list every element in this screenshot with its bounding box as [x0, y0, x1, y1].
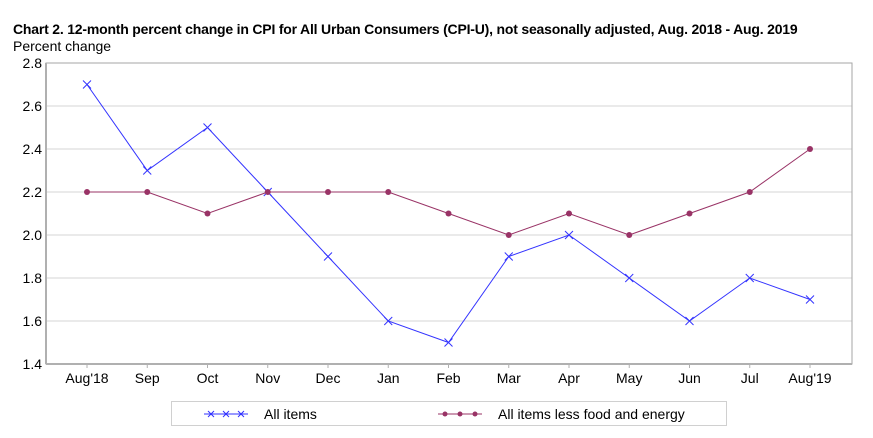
legend: All items All items less food and energy	[171, 401, 727, 426]
y-tick-label: 2.2	[23, 184, 43, 200]
data-point	[685, 316, 694, 326]
legend-item-all-items: All items	[202, 402, 317, 425]
x-tick-label: Jul	[741, 370, 759, 386]
data-point	[745, 273, 755, 283]
x-tick-label: Feb	[436, 370, 460, 386]
data-point	[504, 252, 514, 261]
y-axis-ticks: 1.4 1.6 1.8 2.0 2.2 2.4 2.6 2.8	[23, 55, 43, 372]
data-point	[385, 189, 392, 195]
x-marker-line-icon	[204, 410, 248, 417]
legend-label: All items	[264, 405, 317, 422]
gridlines	[46, 105, 852, 322]
data-point	[144, 189, 151, 195]
x-tick-label: Mar	[497, 370, 521, 386]
data-point	[203, 123, 212, 132]
y-tick-label: 1.4	[23, 356, 43, 372]
data-point	[84, 189, 90, 195]
data-point	[445, 210, 452, 217]
data-point	[805, 295, 815, 304]
chart-title: Chart 2. 12-month percent change in CPI …	[13, 21, 798, 37]
legend-item-core: All items less food and energy	[436, 402, 685, 425]
line-chart: 1.4 1.6 1.8 2.0 2.2 2.4 2.6 2.8 Aug'18 Sep Oct Nov…	[23, 55, 853, 386]
data-point	[626, 232, 633, 238]
data-point	[566, 210, 572, 217]
legend-label: All items less food and energy	[498, 405, 685, 422]
series-all-items-less-food-energy	[84, 146, 813, 238]
y-tick-label: 2.8	[23, 55, 43, 71]
y-tick-label: 2.6	[23, 98, 43, 114]
data-point	[624, 273, 634, 283]
x-axis-ticks: Aug'18 Sep Oct Nov Dec Jan Feb Mar Apr May Jun Jul A…	[65, 364, 832, 386]
dot-marker-line-icon	[438, 411, 482, 416]
y-tick-label: 2.4	[23, 141, 43, 157]
x-tick-label: Aug'19	[788, 370, 831, 386]
y-axis-label: Percent change	[13, 38, 112, 54]
data-point	[325, 189, 331, 195]
x-tick-label: Jan	[377, 370, 400, 386]
series-all-items	[82, 80, 815, 347]
x-tick-label: Jun	[678, 370, 701, 386]
data-point	[264, 189, 271, 195]
data-point	[686, 210, 693, 217]
data-point	[82, 80, 92, 89]
x-tick-label: Sep	[135, 370, 160, 386]
y-tick-label: 1.8	[23, 270, 43, 286]
x-tick-label: Apr	[558, 370, 580, 386]
data-point	[383, 316, 393, 326]
data-point	[564, 230, 574, 240]
data-point	[142, 166, 152, 175]
series-group	[82, 80, 815, 347]
x-tick-label: Dec	[316, 370, 341, 386]
data-point	[807, 146, 813, 152]
x-tick-label: Aug'18	[65, 370, 108, 386]
x-tick-label: May	[616, 370, 642, 386]
data-point	[444, 338, 453, 347]
data-point	[323, 252, 333, 261]
y-tick-label: 2.0	[23, 227, 43, 243]
x-tick-label: Oct	[197, 370, 219, 386]
data-point	[505, 232, 512, 238]
data-point	[746, 189, 753, 195]
x-tick-label: Nov	[255, 370, 280, 386]
data-point	[204, 210, 211, 217]
y-tick-label: 1.6	[23, 313, 43, 329]
